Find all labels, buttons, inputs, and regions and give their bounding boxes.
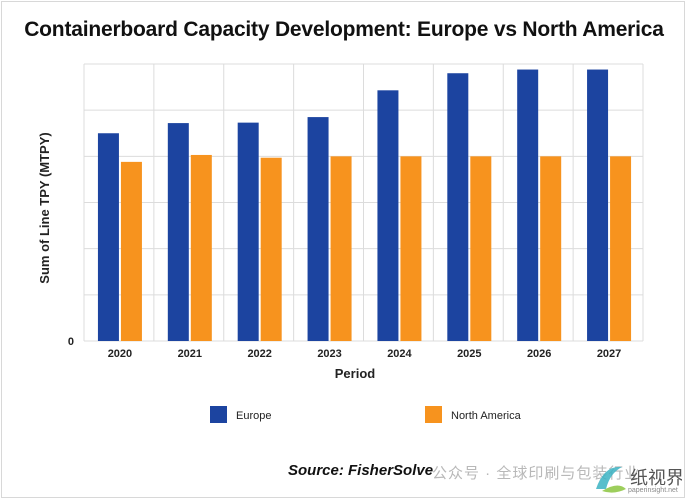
legend-swatch-north-america	[425, 406, 442, 423]
bar-europe-2025	[447, 73, 469, 341]
source-note: Source: FisherSolve	[288, 462, 434, 479]
bar-north-america-2026	[540, 156, 562, 341]
bar-north-america-2022	[260, 157, 282, 341]
chart-title: Containerboard Capacity Development: Eur…	[24, 18, 664, 41]
watermark-text: 公众号 · 全球印刷与包装行业	[432, 465, 641, 482]
bar-north-america-2024	[400, 156, 422, 341]
bar-europe-2022	[237, 122, 259, 341]
y-tick-labels: 0	[68, 336, 74, 348]
bar-europe-2021	[167, 123, 189, 342]
x-tick-label: 2025	[457, 348, 481, 360]
paperinsight-logo: 纸视界	[596, 466, 682, 493]
y-axis-label: Sum of Line TPY (MTPY)	[37, 132, 52, 283]
legend-label-europe: Europe	[236, 410, 271, 422]
bar-europe-2027	[587, 69, 609, 341]
bars	[97, 69, 632, 342]
bar-europe-2024	[377, 90, 399, 341]
bar-europe-2026	[517, 69, 539, 341]
x-tick-label: 2020	[108, 348, 132, 360]
x-axis-label: Period	[335, 366, 376, 381]
bar-north-america-2023	[330, 156, 352, 341]
logo-text: 纸视界	[630, 468, 682, 489]
logo-site: paperinsight.net	[628, 487, 678, 494]
legend-swatch-europe	[210, 406, 227, 423]
x-tick-label: 2026	[527, 348, 551, 360]
x-tick-labels: 2020 2021 2022 2023 2024 2025 2026 2027	[108, 348, 622, 360]
bar-europe-2023	[307, 117, 329, 341]
bar-north-america-2021	[190, 154, 212, 341]
legend-label-north-america: North America	[451, 410, 522, 422]
x-tick-label: 2023	[317, 348, 341, 360]
bar-north-america-2025	[470, 156, 492, 341]
y-tick-label: 0	[68, 336, 74, 348]
bar-north-america-2020	[120, 161, 142, 341]
x-tick-label: 2022	[247, 348, 271, 360]
x-tick-label: 2024	[387, 348, 412, 360]
bar-europe-2020	[97, 133, 119, 341]
legend: Europe North America	[210, 406, 522, 423]
x-tick-label: 2027	[597, 348, 621, 360]
x-tick-label: 2021	[178, 348, 202, 360]
bar-north-america-2027	[610, 156, 632, 341]
